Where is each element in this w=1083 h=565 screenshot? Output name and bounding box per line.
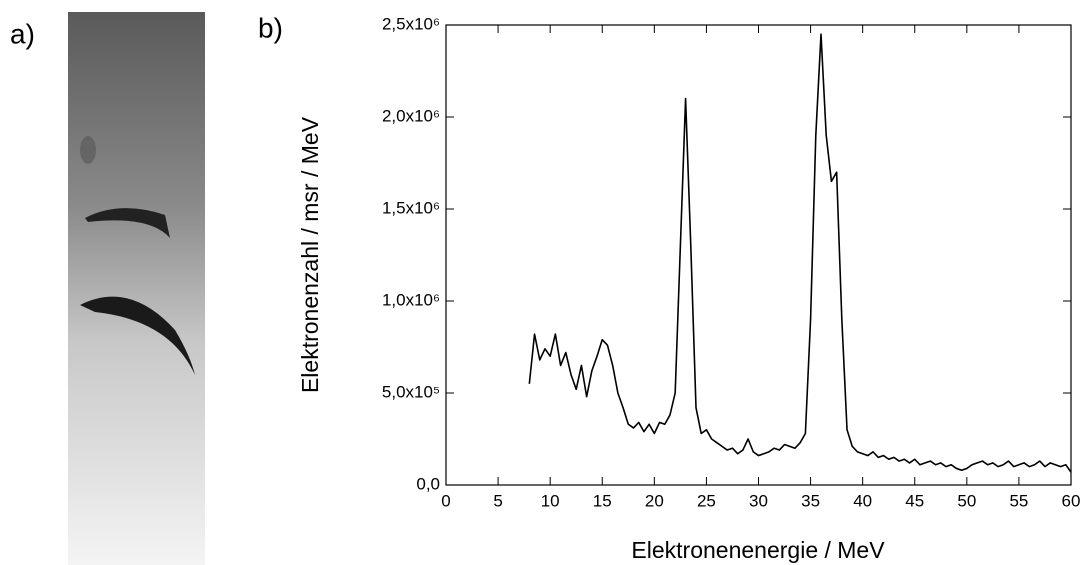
y-tick-label: 2,5x10⁶ <box>382 14 440 33</box>
y-tick-label: 2,0x10⁶ <box>382 106 440 125</box>
x-tick-label: 15 <box>593 491 612 510</box>
panel-label: b) <box>258 12 283 43</box>
spectrum-line <box>528 33 1072 473</box>
x-tick-label: 50 <box>957 491 976 510</box>
x-tick-label: 25 <box>697 491 716 510</box>
y-axis-label: Elektronenzahl / msr / MeV <box>297 116 323 393</box>
x-tick-label: 5 <box>493 491 502 510</box>
x-tick-label: 10 <box>541 491 560 510</box>
panel-label: a) <box>10 18 35 49</box>
x-tick-label: 0 <box>441 491 450 510</box>
x-tick-label: 55 <box>1009 491 1028 510</box>
y-tick-label: 1,0x10⁶ <box>382 290 440 309</box>
x-axis-label: Elektronenenergie / MeV <box>631 537 885 563</box>
plot-frame <box>445 24 1072 486</box>
x-tick-label: 30 <box>749 491 768 510</box>
y-tick-label: 1,5x10⁶ <box>382 198 440 217</box>
detector-image <box>68 12 205 565</box>
x-tick-label: 20 <box>645 491 664 510</box>
y-tick-label: 5,0x10⁵ <box>382 382 440 401</box>
x-tick-label: 60 <box>1062 491 1081 510</box>
x-tick-label: 45 <box>905 491 924 510</box>
x-tick-label: 40 <box>853 491 872 510</box>
x-tick-label: 35 <box>801 491 820 510</box>
y-tick-label: 0,0 <box>416 474 440 493</box>
